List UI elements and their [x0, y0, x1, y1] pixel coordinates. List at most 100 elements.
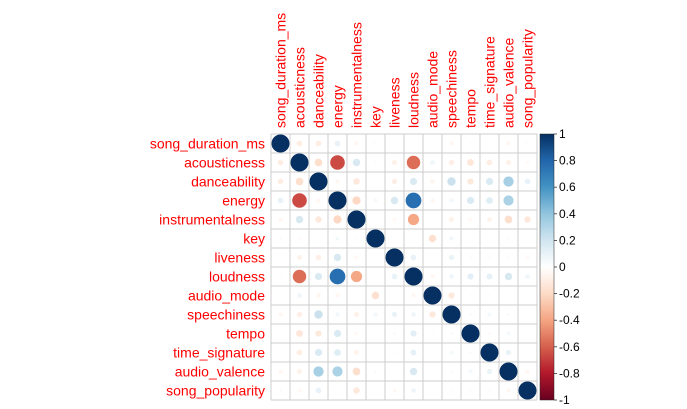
correlation-circle-instrumentalness-loudness: [407, 213, 420, 226]
correlation-circle-speechiness-time_signature: [487, 312, 492, 317]
correlation-circle-liveness-energy: [333, 253, 342, 262]
column-label-tempo: tempo: [463, 89, 479, 128]
correlation-circle-song_popularity-time_signature: [488, 389, 491, 392]
correlation-circle-tempo-song_duration_ms: [279, 332, 282, 335]
correlation-circle-loudness-speechiness: [449, 274, 454, 279]
correlation-circle-audio_valence-time_signature: [486, 368, 493, 375]
correlation-circle-liveness-song_popularity: [525, 255, 530, 260]
column-labels: song_duration_ms acousticness danceability…: [273, 13, 536, 128]
correlation-circle-audio_mode-key: [371, 291, 380, 300]
correlation-circle-liveness-instrumentalness: [354, 255, 359, 260]
correlation-circle-energy-speechiness: [449, 198, 454, 203]
correlation-circle-audio_valence-song_duration_ms: [278, 369, 283, 374]
colorbar-tick-label: 0: [559, 260, 566, 274]
correlation-circle-song_popularity-liveness: [392, 388, 397, 393]
column-label-danceability: danceability: [311, 54, 327, 128]
correlation-circle-time_signature-tempo: [468, 350, 473, 355]
correlation-circle-audio_mode-song_duration_ms: [279, 294, 282, 297]
correlation-circle-acousticness-acousticness: [290, 153, 309, 172]
correlation-circle-song_duration_ms-speechiness: [449, 141, 454, 146]
correlation-circle-key-song_duration_ms: [278, 236, 283, 241]
column-label-acousticness: acousticness: [292, 47, 308, 128]
correlation-circle-instrumentalness-time_signature: [487, 217, 492, 222]
correlation-circle-acousticness-audio_mode: [430, 160, 435, 165]
correlation-circle-liveness-liveness: [385, 248, 404, 267]
correlation-circle-song_popularity-key: [374, 389, 377, 392]
correlation-circle-loudness-audio_valence: [504, 272, 513, 281]
correlation-circle-speechiness-acousticness: [296, 311, 303, 318]
correlation-circle-loudness-danceability: [314, 272, 323, 281]
correlation-circle-song_popularity-danceability: [315, 387, 322, 394]
correlation-circle-song_duration_ms-tempo: [469, 142, 472, 145]
correlation-circle-danceability-speechiness: [447, 177, 456, 186]
correlation-circle-instrumentalness-key: [374, 218, 377, 221]
correlation-circle-liveness-time_signature: [488, 256, 491, 259]
correlation-circle-time_signature-loudness: [410, 349, 417, 356]
correlation-circle-speechiness-key: [373, 312, 378, 317]
correlation-circle-audio_mode-loudness: [411, 293, 416, 298]
correlation-circle-audio_valence-speechiness: [449, 369, 454, 374]
correlation-circle-acousticness-song_popularity: [525, 160, 530, 165]
correlation-circle-danceability-song_popularity: [524, 178, 531, 185]
colorbar-tick-label: -1: [559, 393, 570, 407]
column-label-key: key: [368, 106, 384, 128]
correlation-circle-song_duration_ms-loudness: [412, 142, 415, 145]
correlation-circle-instrumentalness-liveness: [392, 217, 397, 222]
correlation-circle-song_duration_ms-audio_valence: [506, 141, 511, 146]
row-label-song_duration_ms: song_duration_ms: [150, 136, 265, 152]
correlation-circle-liveness-audio_valence: [507, 256, 510, 259]
correlation-circle-energy-loudness: [405, 192, 422, 209]
correlation-circle-song_popularity-tempo: [469, 389, 472, 392]
row-label-loudness: loudness: [209, 269, 265, 285]
colorbar-tick-label: 0.6: [559, 180, 576, 194]
correlation-circle-liveness-speechiness: [448, 254, 455, 261]
correlation-circle-tempo-energy: [333, 329, 342, 338]
correlation-circle-key-audio_mode: [428, 234, 437, 243]
colorbar: 1 0.8 0.6 0.4 0.2 0 -0.2 -0.4 -0.6 -0.8 -1: [539, 127, 580, 407]
correlation-circle-key-speechiness: [449, 236, 454, 241]
row-label-tempo: tempo: [226, 326, 265, 342]
correlation-circle-audio_valence-instrumentalness: [352, 367, 361, 376]
correlation-circle-liveness-loudness: [410, 254, 417, 261]
row-label-speechiness: speechiness: [187, 307, 265, 323]
correlation-circle-time_signature-speechiness: [449, 350, 454, 355]
correlation-circle-song_duration_ms-energy: [334, 140, 341, 147]
correlation-circle-loudness-acousticness: [292, 269, 307, 284]
correlation-circle-song_duration_ms-key: [373, 141, 378, 146]
column-label-audio_mode: audio_mode: [425, 51, 441, 128]
row-label-instrumentalness: instrumentalness: [159, 212, 265, 228]
correlation-circle-tempo-time_signature: [487, 331, 492, 336]
correlation-circle-audio_valence-key: [373, 369, 378, 374]
correlation-circle-instrumentalness-instrumentalness: [347, 210, 366, 229]
colorbar-gradient: [539, 133, 555, 401]
correlation-circle-danceability-acousticness: [295, 177, 304, 186]
correlation-circle-speechiness-liveness: [391, 311, 398, 318]
row-labels: song_duration_ms acousticness danceability…: [150, 136, 265, 399]
column-label-song_popularity: song_popularity: [520, 29, 536, 128]
correlation-circle-audio_mode-energy: [335, 293, 340, 298]
correlation-circle-acousticness-audio_valence: [505, 159, 512, 166]
column-label-energy: energy: [330, 85, 346, 128]
correlation-circle-audio_valence-song_popularity: [525, 369, 530, 374]
correlation-circle-liveness-tempo: [468, 255, 473, 260]
correlation-circle-danceability-time_signature: [485, 177, 494, 186]
correlation-circle-song_popularity-speechiness: [450, 389, 453, 392]
correlation-circle-song_duration_ms-acousticness: [296, 140, 303, 147]
correlation-circle-energy-danceability: [316, 198, 321, 203]
correlation-circle-audio_mode-danceability: [316, 293, 321, 298]
correlation-circle-danceability-energy: [335, 179, 340, 184]
correlation-circle-instrumentalness-audio_valence: [504, 215, 513, 224]
correlation-circle-speechiness-energy: [335, 312, 340, 317]
correlation-circle-audio_mode-time_signature: [488, 294, 491, 297]
correlation-circle-energy-time_signature: [486, 197, 493, 204]
correlation-circle-audio_valence-acousticness: [296, 368, 303, 375]
correlation-circle-tempo-audio_mode: [431, 332, 434, 335]
correlation-circle-instrumentalness-audio_mode: [431, 218, 434, 221]
correlation-circle-acousticness-liveness: [391, 159, 398, 166]
correlation-circle-song_popularity-song_popularity: [518, 381, 537, 400]
correlation-circle-time_signature-danceability: [314, 348, 323, 357]
correlation-circle-time_signature-audio_valence: [505, 349, 512, 356]
correlation-circle-song_duration_ms-instrumentalness: [354, 141, 359, 146]
correlation-circle-speechiness-audio_valence: [506, 312, 511, 317]
correlation-circle-speechiness-instrumentalness: [353, 311, 360, 318]
